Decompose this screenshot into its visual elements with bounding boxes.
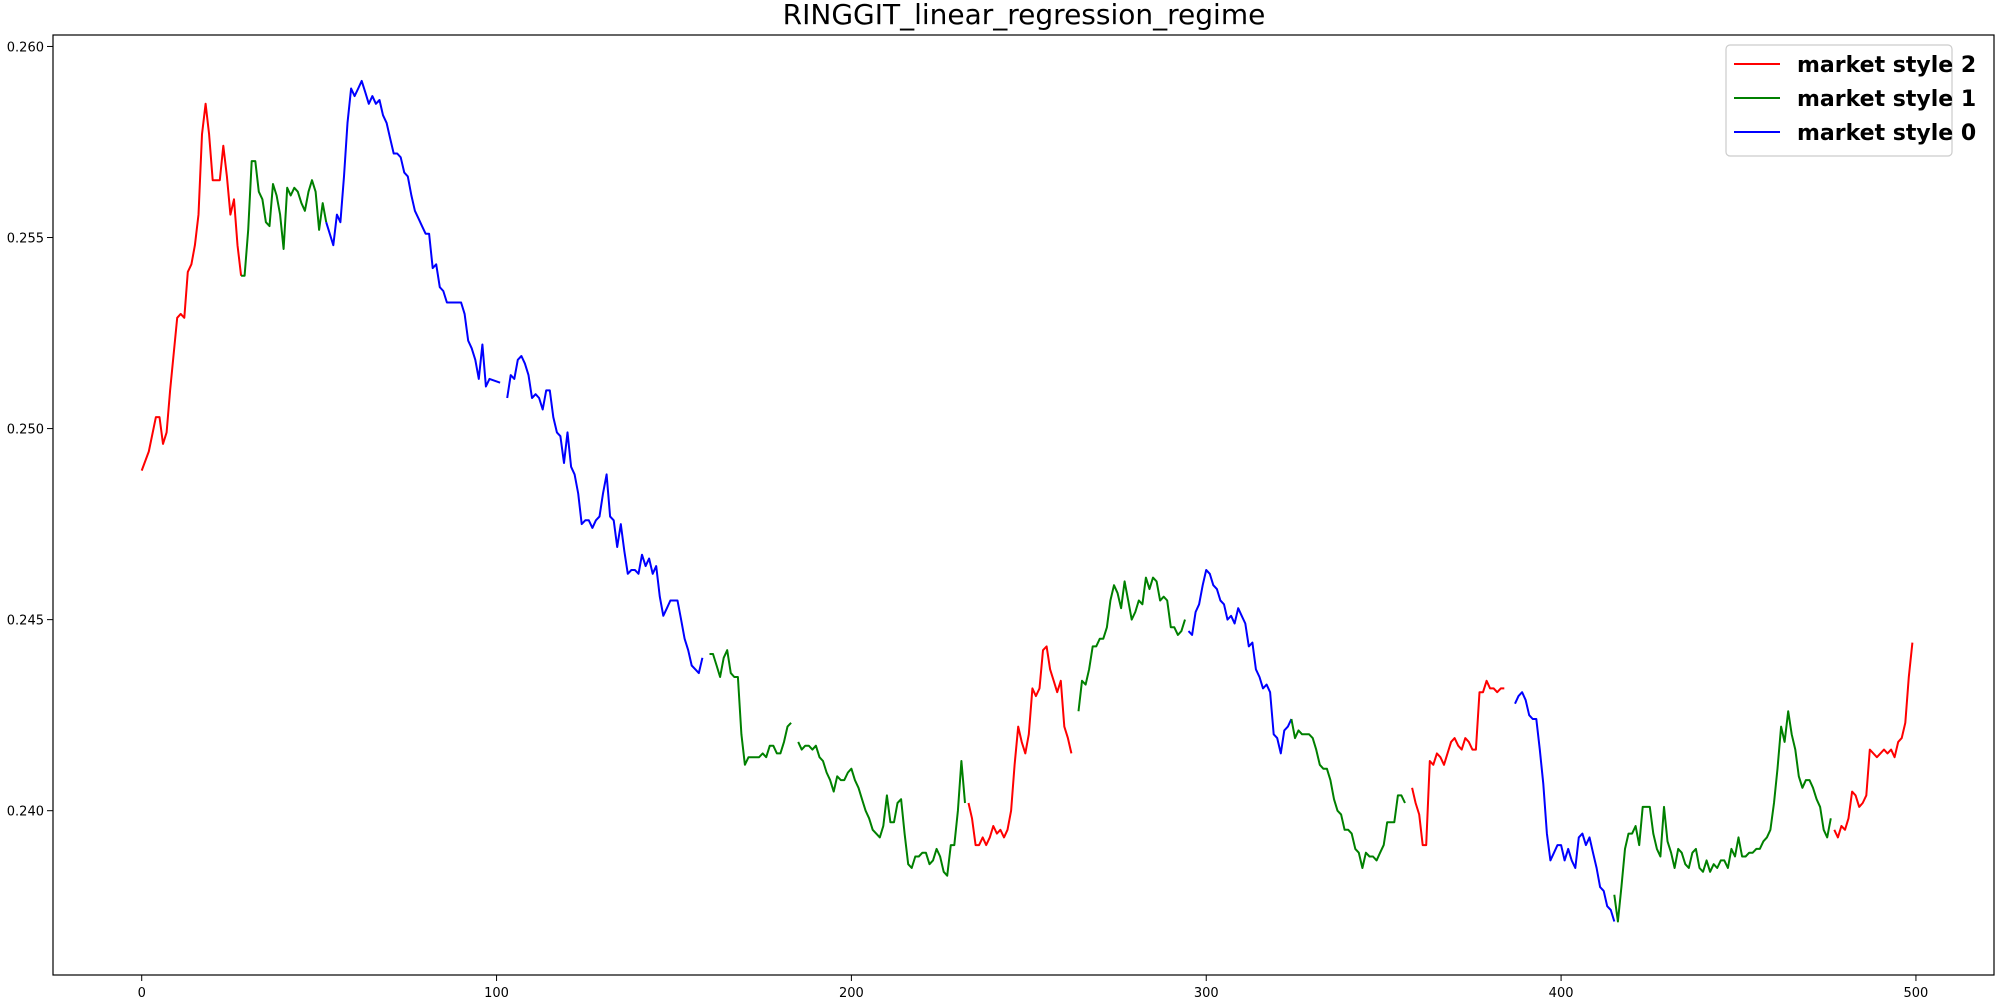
legend-label: market style 1: [1797, 87, 1976, 112]
series-segment-style-0: [325, 79, 501, 388]
series-segment-style-1: [1613, 710, 1832, 923]
x-tick-label: 300: [1194, 986, 1219, 1000]
x-tick-label: 0: [138, 986, 146, 1000]
y-tick-label: 0.250: [7, 423, 44, 438]
x-axis: 0 100 200 300 400 500: [138, 975, 1929, 1000]
series-segment-style-1: [241, 160, 328, 277]
x-tick-label: 200: [839, 986, 864, 1000]
x-tick-label: 100: [484, 986, 509, 1000]
series-segment-style-1: [1290, 718, 1406, 869]
series-segment-style-0: [1514, 691, 1616, 922]
legend-box: [1725, 44, 1953, 157]
y-tick-label: 0.245: [7, 614, 44, 629]
series-layer: [140, 79, 1914, 923]
series-segment-style-2: [967, 645, 1073, 847]
legend-label: market style 2: [1797, 53, 1976, 78]
legend: market style 2 market style 1 market style…: [1725, 44, 1976, 157]
series-segment-style-2: [140, 102, 243, 471]
series-segment-style-1: [797, 741, 966, 877]
series-segment-style-1: [709, 649, 792, 766]
x-tick-label: 500: [1904, 986, 1929, 1000]
chart-title: RINGGIT_linear_regression_regime: [783, 0, 1266, 31]
series-segment-style-2: [1833, 642, 1914, 839]
plot-frame: [52, 34, 1995, 976]
x-tick-label: 400: [1549, 986, 1574, 1000]
legend-label: market style 0: [1797, 121, 1976, 146]
y-tick-label: 0.240: [7, 805, 44, 820]
series-segment-style-2: [1411, 679, 1505, 847]
y-axis: 0.240 0.245 0.250 0.255 0.260: [7, 40, 53, 820]
series-segment-style-1: [1077, 576, 1186, 712]
y-tick-label: 0.260: [7, 40, 44, 55]
series-segment-style-0: [1187, 569, 1293, 755]
y-tick-label: 0.255: [7, 232, 44, 247]
series-segment-style-0: [506, 355, 704, 675]
